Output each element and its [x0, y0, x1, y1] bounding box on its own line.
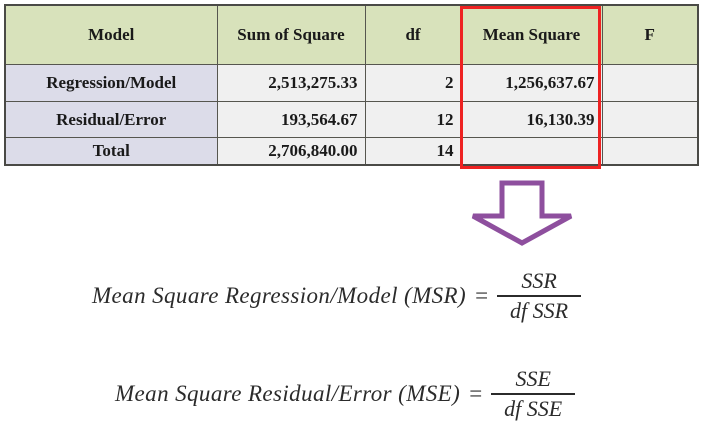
- formula-mse: Mean Square Residual/Error (MSE) = SSE d…: [115, 366, 576, 422]
- formula-mse-denominator: df SSE: [504, 395, 563, 421]
- column-header-sum-of-square: Sum of Square: [216, 4, 366, 65]
- cell-total-df: 14: [364, 137, 462, 166]
- formula-msr: Mean Square Regression/Model (MSR) = SSR…: [92, 268, 582, 324]
- formula-mse-fraction-bar: [491, 392, 576, 395]
- row-label-regression-model: Regression/Model: [4, 64, 218, 102]
- cell-residual-f: [601, 101, 699, 138]
- table-row: Total 2,706,840.00 14: [4, 137, 699, 166]
- cell-total-sum-of-square: 2,706,840.00: [216, 137, 366, 166]
- table-header-row: Model Sum of Square df Mean Square F: [4, 4, 699, 65]
- down-arrow-icon: [470, 180, 574, 246]
- cell-residual-sum-of-square: 193,564.67: [216, 101, 366, 138]
- column-header-df: df: [364, 4, 462, 65]
- cell-regression-sum-of-square: 2,513,275.33: [216, 64, 366, 102]
- formula-msr-numerator: SSR: [521, 268, 557, 293]
- column-header-mean-square: Mean Square: [460, 4, 603, 65]
- anova-table: Model Sum of Square df Mean Square F Reg…: [4, 4, 699, 166]
- row-label-total: Total: [4, 137, 218, 166]
- formula-mse-numerator: SSE: [515, 366, 551, 391]
- formula-mse-fraction: SSE df SSE: [491, 366, 576, 422]
- formula-msr-fraction-bar: [497, 294, 582, 297]
- cell-regression-mean-square: 1,256,637.67: [460, 64, 603, 102]
- column-header-f: F: [601, 4, 699, 65]
- formula-mse-equals: =: [469, 380, 483, 406]
- cell-total-f: [601, 137, 699, 166]
- cell-total-mean-square: [460, 137, 603, 166]
- cell-regression-f: [601, 64, 699, 102]
- formula-msr-lhs: Mean Square Regression/Model (MSR): [92, 282, 467, 308]
- column-header-model: Model: [4, 4, 218, 65]
- formula-msr-fraction: SSR df SSR: [497, 268, 582, 324]
- anova-table-container: Model Sum of Square df Mean Square F Reg…: [4, 4, 699, 169]
- formula-msr-denominator: df SSR: [510, 297, 569, 323]
- cell-residual-df: 12: [364, 101, 462, 138]
- table-row: Regression/Model 2,513,275.33 2 1,256,63…: [4, 64, 699, 102]
- formula-msr-equals: =: [475, 282, 489, 308]
- row-label-residual-error: Residual/Error: [4, 101, 218, 138]
- table-row: Residual/Error 193,564.67 12 16,130.39: [4, 101, 699, 138]
- formula-mse-lhs: Mean Square Residual/Error (MSE): [115, 380, 461, 406]
- cell-regression-df: 2: [364, 64, 462, 102]
- cell-residual-mean-square: 16,130.39: [460, 101, 603, 138]
